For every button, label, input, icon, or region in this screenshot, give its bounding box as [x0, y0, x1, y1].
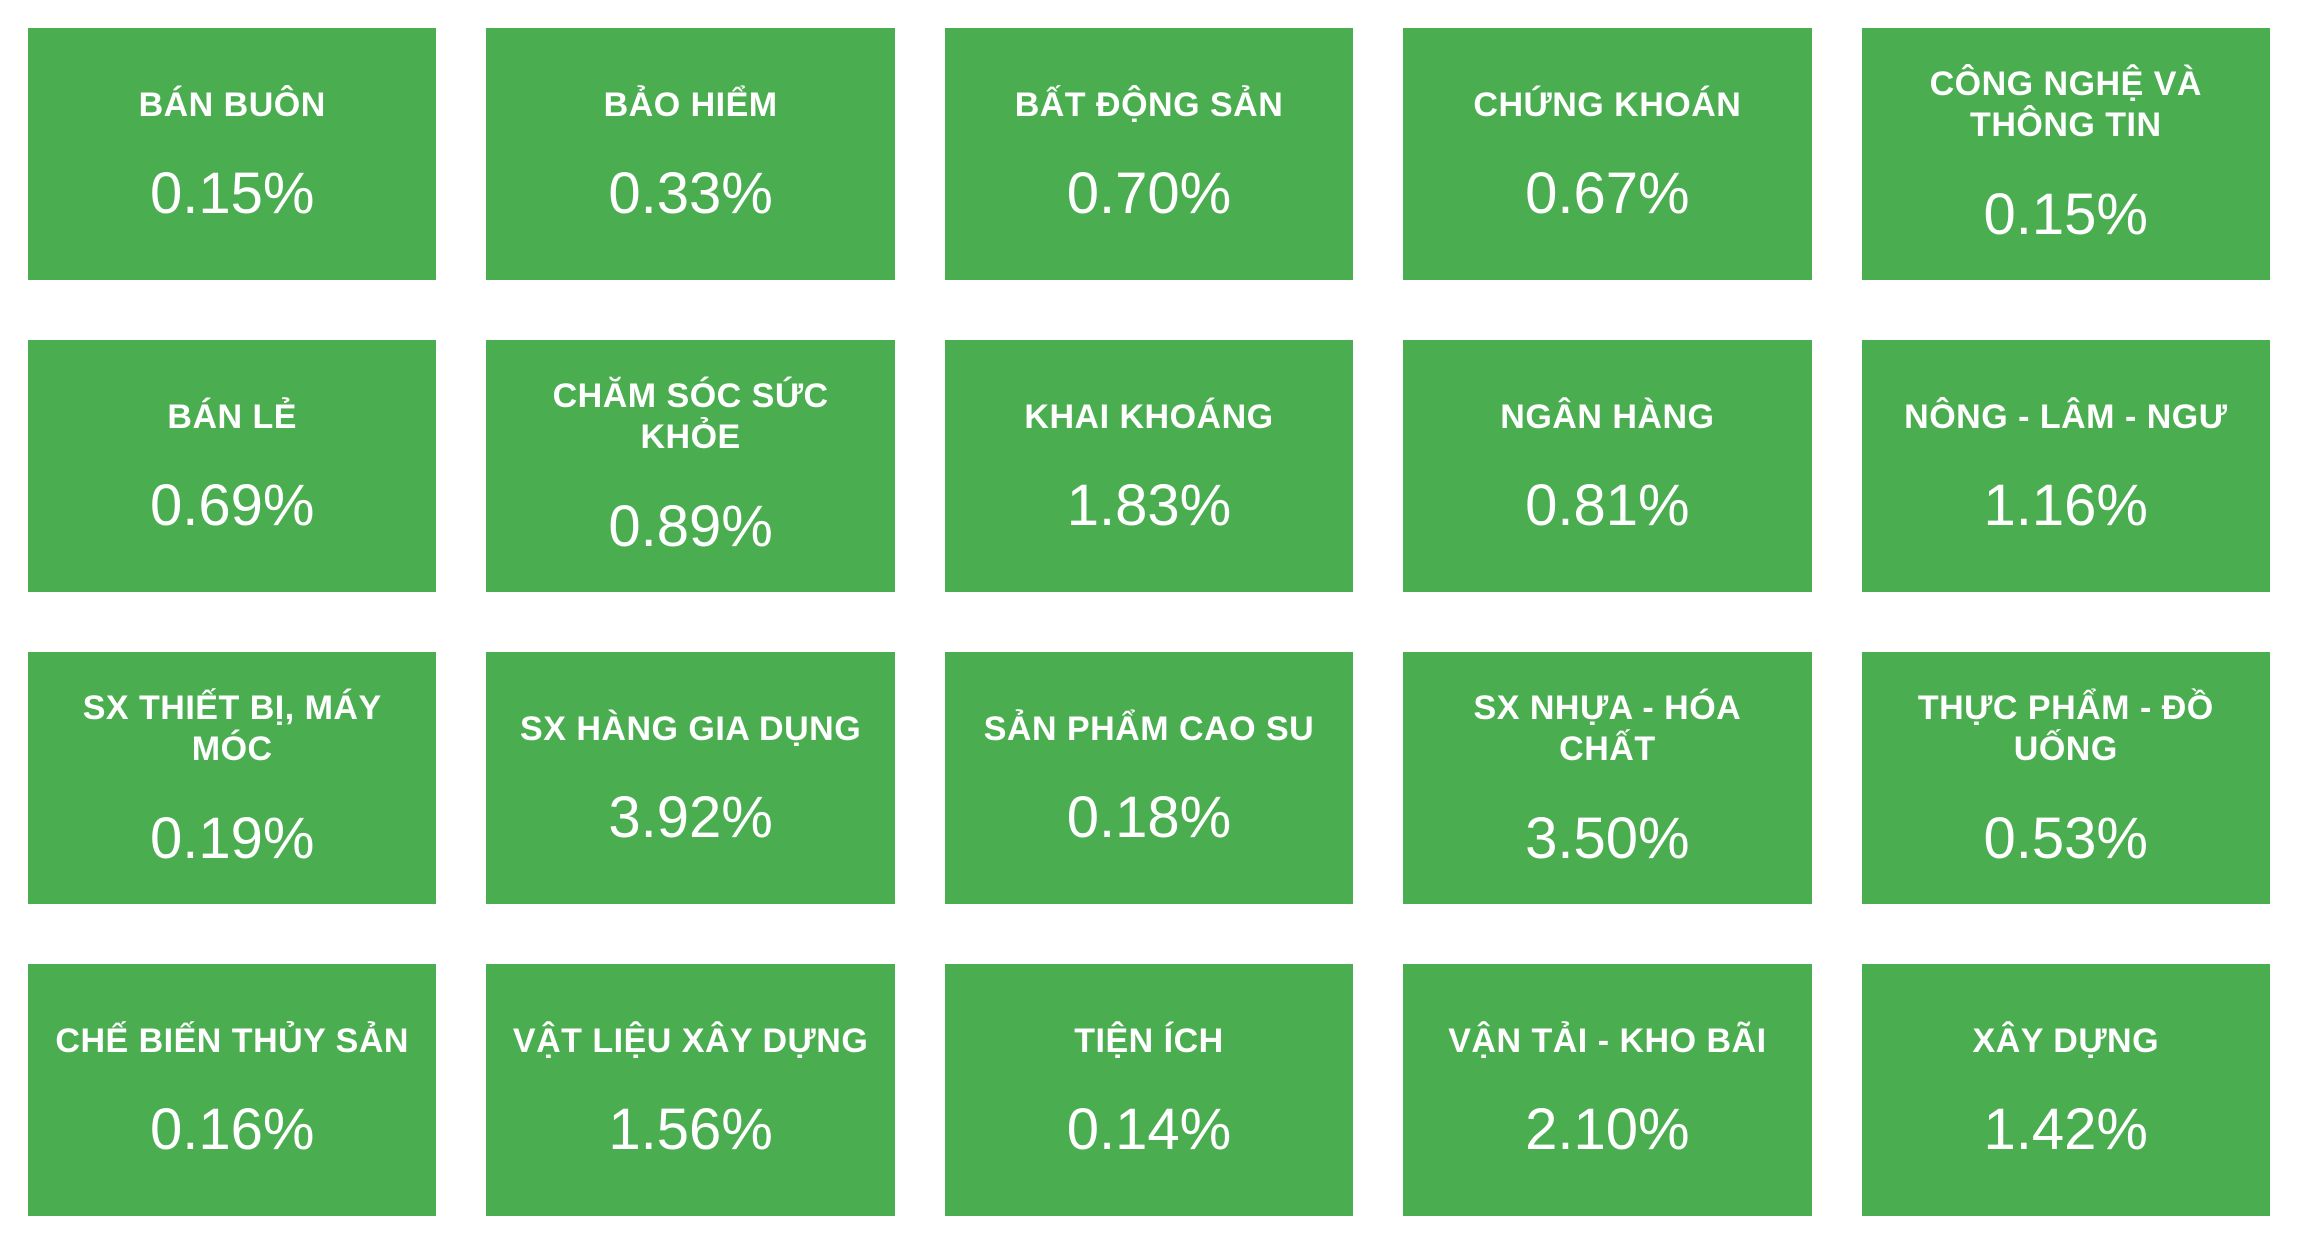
sector-tile-value: 1.56% [608, 1101, 772, 1159]
sector-tile[interactable]: BÁN LẺ 0.69% [28, 340, 436, 592]
sector-tile-label: CÔNG NGHỆ VÀ THÔNG TIN [1880, 64, 2252, 146]
sector-tile-value: 3.92% [608, 789, 772, 847]
sector-tile-label: CHĂM SÓC SỨC KHỎE [504, 376, 876, 458]
sector-tile[interactable]: NÔNG - LÂM - NGƯ 1.16% [1862, 340, 2270, 592]
sector-tile-grid: BÁN BUÔN 0.15% BẢO HIỂM 0.33% BẤT ĐỘNG SẢN 0.… [0, 0, 2298, 1244]
sector-tile-value: 0.15% [150, 165, 314, 223]
sector-tile-value: 1.16% [1984, 477, 2148, 535]
sector-tile-label: BẢO HIỂM [604, 85, 778, 126]
sector-tile-label: TIỆN ÍCH [1074, 1021, 1223, 1062]
sector-tile-value: 0.16% [150, 1101, 314, 1159]
sector-tile-value: 1.83% [1067, 477, 1231, 535]
sector-tile[interactable]: VẬN TẢI - KHO BÃI 2.10% [1403, 964, 1811, 1216]
sector-tile[interactable]: SX HÀNG GIA DỤNG 3.92% [486, 652, 894, 904]
sector-tile-label: NÔNG - LÂM - NGƯ [1904, 397, 2227, 438]
sector-tile[interactable]: BẢO HIỂM 0.33% [486, 28, 894, 280]
sector-tile-value: 0.14% [1067, 1101, 1231, 1159]
sector-tile-label: CHẾ BIẾN THỦY SẢN [55, 1021, 409, 1062]
sector-tile[interactable]: CHĂM SÓC SỨC KHỎE 0.89% [486, 340, 894, 592]
sector-tile-value: 0.67% [1525, 165, 1689, 223]
sector-tile-label: KHAI KHOÁNG [1024, 397, 1273, 438]
sector-tile-value: 0.18% [1067, 789, 1231, 847]
sector-tile-label: SX NHỰA - HÓA CHẤT [1421, 688, 1793, 770]
sector-tile-value: 0.89% [608, 498, 772, 556]
sector-tile[interactable]: SX NHỰA - HÓA CHẤT 3.50% [1403, 652, 1811, 904]
sector-tile-label: VẬN TẢI - KHO BÃI [1448, 1021, 1766, 1062]
sector-tile[interactable]: VẬT LIỆU XÂY DỰNG 1.56% [486, 964, 894, 1216]
sector-tile[interactable]: BÁN BUÔN 0.15% [28, 28, 436, 280]
sector-tile[interactable]: SX THIẾT BỊ, MÁY MÓC 0.19% [28, 652, 436, 904]
sector-tile-label: SẢN PHẨM CAO SU [984, 709, 1315, 750]
sector-tile[interactable]: NGÂN HÀNG 0.81% [1403, 340, 1811, 592]
sector-tile-value: 0.33% [608, 165, 772, 223]
sector-tile-label: BẤT ĐỘNG SẢN [1015, 85, 1284, 126]
sector-tile-label: XÂY DỰNG [1973, 1021, 2160, 1062]
sector-tile-label: BÁN BUÔN [139, 85, 326, 126]
sector-tile-label: SX THIẾT BỊ, MÁY MÓC [46, 688, 418, 770]
sector-tile-value: 2.10% [1525, 1101, 1689, 1159]
sector-tile[interactable]: CÔNG NGHỆ VÀ THÔNG TIN 0.15% [1862, 28, 2270, 280]
sector-tile[interactable]: BẤT ĐỘNG SẢN 0.70% [945, 28, 1353, 280]
sector-tile-value: 1.42% [1984, 1101, 2148, 1159]
sector-tile[interactable]: XÂY DỰNG 1.42% [1862, 964, 2270, 1216]
sector-tile[interactable]: THỰC PHẨM - ĐỒ UỐNG 0.53% [1862, 652, 2270, 904]
sector-tile-label: CHỨNG KHOÁN [1473, 85, 1741, 126]
sector-tile-label: VẬT LIỆU XÂY DỰNG [513, 1021, 868, 1062]
sector-tile-label: NGÂN HÀNG [1500, 397, 1714, 438]
sector-tile[interactable]: CHẾ BIẾN THỦY SẢN 0.16% [28, 964, 436, 1216]
sector-tile-value: 0.19% [150, 810, 314, 868]
sector-tile[interactable]: TIỆN ÍCH 0.14% [945, 964, 1353, 1216]
sector-tile-label: BÁN LẺ [167, 397, 297, 438]
sector-tile-label: SX HÀNG GIA DỤNG [520, 709, 861, 750]
sector-tile-value: 3.50% [1525, 810, 1689, 868]
sector-tile[interactable]: SẢN PHẨM CAO SU 0.18% [945, 652, 1353, 904]
sector-tile-value: 0.70% [1067, 165, 1231, 223]
sector-tile-value: 0.81% [1525, 477, 1689, 535]
sector-tile[interactable]: KHAI KHOÁNG 1.83% [945, 340, 1353, 592]
sector-tile-value: 0.15% [1984, 186, 2148, 244]
sector-tile-value: 0.53% [1984, 810, 2148, 868]
sector-tile-value: 0.69% [150, 477, 314, 535]
sector-tile[interactable]: CHỨNG KHOÁN 0.67% [1403, 28, 1811, 280]
sector-tile-label: THỰC PHẨM - ĐỒ UỐNG [1880, 688, 2252, 770]
